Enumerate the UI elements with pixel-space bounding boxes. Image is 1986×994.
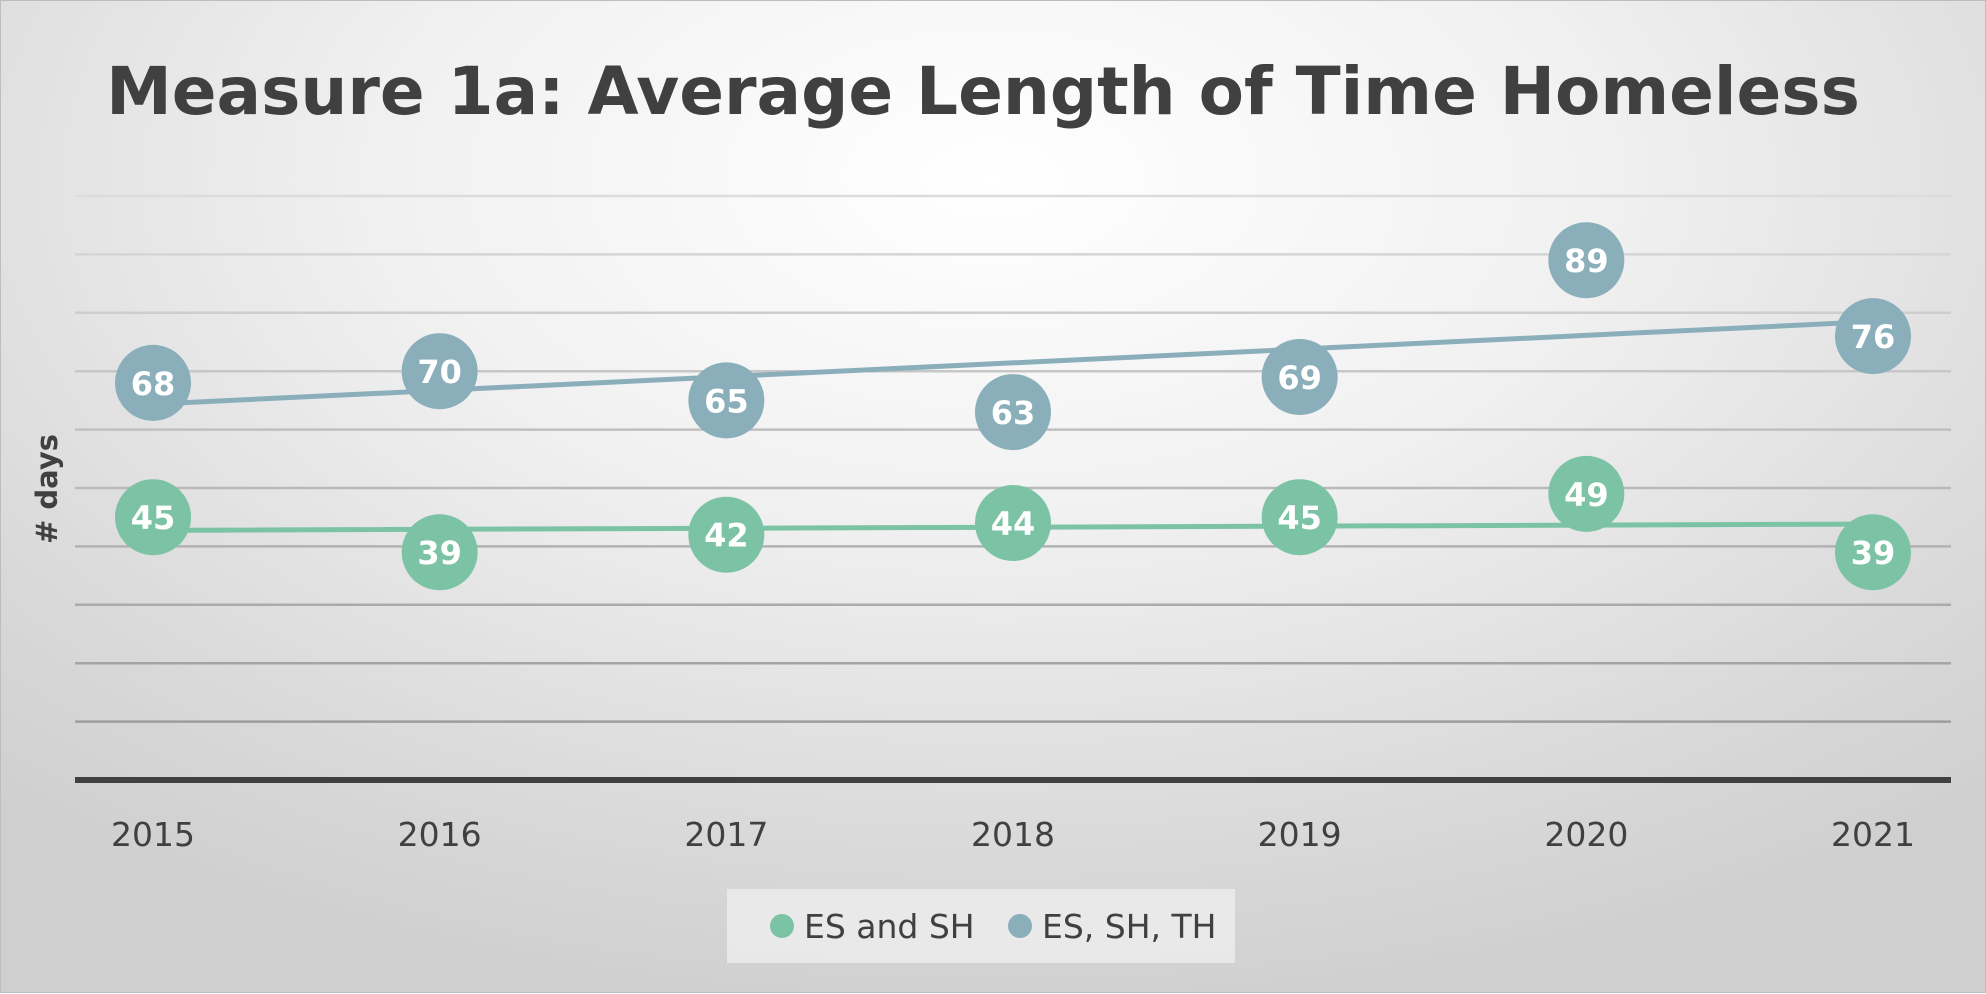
x-axis-ticks: 2015 2016 2017 2018 2019 2020 2021	[111, 815, 1915, 854]
data-point	[688, 496, 765, 573]
data-label: 45	[131, 499, 176, 537]
data-point	[1261, 479, 1338, 556]
data-label: 42	[704, 517, 749, 555]
chart-title: Measure 1a: Average Length of Time Homel…	[106, 53, 1860, 130]
data-point	[115, 344, 191, 421]
data-label: 70	[417, 353, 462, 391]
data-label: 65	[704, 382, 749, 420]
data-label: 68	[131, 365, 176, 403]
x-tick-label: 2021	[1831, 815, 1915, 854]
data-label: 49	[1564, 476, 1609, 514]
x-tick-label: 2015	[111, 815, 195, 854]
data-point	[1835, 298, 1911, 375]
legend: ES and SH ES, SH, TH	[727, 889, 1235, 963]
data-label: 69	[1277, 359, 1322, 397]
legend-label: ES, SH, TH	[1042, 907, 1217, 946]
data-label: 39	[417, 534, 462, 572]
x-tick-label: 2016	[398, 815, 482, 854]
x-tick-label: 2018	[971, 815, 1055, 854]
data-label: 63	[991, 394, 1036, 432]
data-point	[688, 362, 765, 439]
data-label: 39	[1851, 534, 1896, 572]
data-point	[401, 514, 478, 591]
data-label: 89	[1564, 242, 1609, 280]
data-points: 45 39 42 44 45 49 39 68 70 65 63 69 89 76	[115, 222, 1911, 591]
data-point	[1835, 514, 1911, 591]
data-point	[401, 333, 478, 410]
data-point	[1261, 339, 1338, 416]
legend-background	[727, 889, 1235, 963]
x-tick-label: 2017	[684, 815, 768, 854]
data-label: 76	[1851, 318, 1896, 356]
y-axis-title: # days	[30, 434, 64, 544]
data-label: 44	[991, 505, 1036, 543]
data-point	[975, 485, 1051, 562]
legend-marker	[770, 914, 794, 938]
legend-label: ES and SH	[804, 907, 975, 946]
data-point	[975, 374, 1051, 451]
data-point	[1548, 222, 1625, 299]
data-label: 45	[1277, 499, 1322, 537]
data-point	[1548, 455, 1625, 532]
data-point	[115, 479, 191, 556]
x-tick-label: 2020	[1544, 815, 1628, 854]
legend-marker	[1008, 914, 1032, 938]
x-tick-label: 2019	[1258, 815, 1342, 854]
